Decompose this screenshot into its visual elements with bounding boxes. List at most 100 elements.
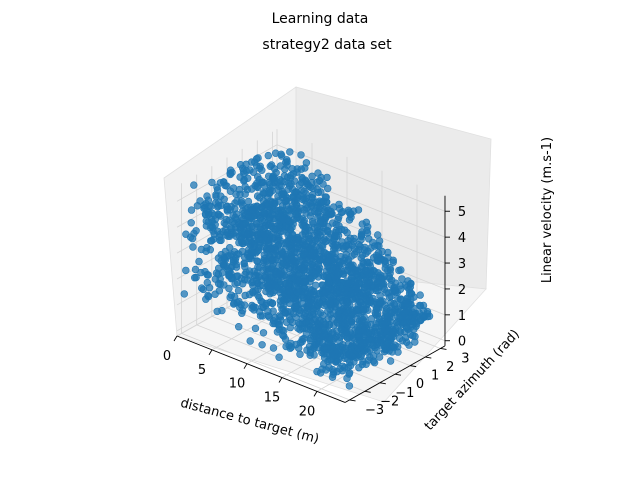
scatter-point [217, 257, 225, 265]
scatter-point [222, 215, 231, 224]
grid-line-y-floor [181, 333, 350, 401]
scatter-point [276, 206, 285, 214]
scatter-point [246, 337, 254, 345]
scatter-point [195, 257, 203, 266]
scatter-point [305, 299, 313, 307]
scatter-point [292, 201, 301, 209]
scatter-point [303, 346, 311, 354]
x-tick [278, 377, 283, 383]
scatter-point [301, 309, 310, 317]
scatter-point [182, 230, 190, 238]
scatter-point [381, 264, 389, 272]
scatter-point [324, 262, 332, 271]
scatter-point [269, 260, 277, 268]
scatter-point [208, 178, 216, 187]
scatter-point [375, 353, 384, 361]
scatter-point [191, 265, 200, 274]
scatter-point [357, 235, 365, 244]
scatter-point [226, 293, 234, 302]
scatter-point [273, 328, 282, 336]
x-tick [208, 349, 213, 356]
scatter-point [395, 266, 403, 275]
x-tick-label: 5 [198, 363, 206, 378]
scatter-point [189, 243, 197, 251]
scatter-point [203, 278, 212, 287]
scatter-point [259, 329, 268, 337]
scatter-point [275, 353, 283, 361]
scatter-point [289, 193, 297, 201]
scatter-point [272, 149, 280, 157]
scatter-point [324, 184, 332, 193]
grid-line-z-back [276, 144, 446, 212]
scatter-point [301, 285, 309, 293]
scatter-point [333, 272, 341, 280]
scatter-point [251, 324, 260, 333]
scatter-point [207, 237, 215, 245]
scatter-point [308, 274, 316, 282]
x-tick-label: 0 [163, 349, 171, 364]
scatter-point [306, 351, 314, 359]
scatter-point [382, 289, 390, 297]
z-tick-label: 1 [458, 309, 466, 324]
scatter-point [282, 158, 290, 167]
scatter-point [285, 207, 294, 215]
scatter-point [295, 344, 303, 352]
scatter-point [320, 301, 328, 309]
x-tick-label: 10 [229, 377, 246, 392]
y-tick-label: −3 [365, 403, 384, 418]
scatter-point [297, 151, 305, 159]
scatter-point [365, 235, 373, 243]
z-tick-label: 0 [458, 335, 466, 350]
scatter-point [302, 209, 310, 217]
scatter-point [345, 208, 353, 216]
scatter-point [309, 307, 317, 315]
scatter-point [268, 299, 277, 308]
scatter-point [236, 161, 245, 169]
scatter-point [324, 227, 332, 236]
scatter-point [280, 172, 289, 180]
x-tick-label: 15 [264, 391, 281, 406]
scatter-point [193, 202, 202, 210]
scatter-point [269, 344, 278, 352]
scatter-point [182, 266, 190, 275]
y-tick-label: −1 [395, 386, 414, 401]
scatter-point [254, 183, 262, 192]
scatter-point [198, 284, 206, 292]
scatter-point [225, 284, 233, 293]
scatter-point [263, 244, 271, 253]
scatter-point [232, 232, 240, 240]
x-tick [313, 391, 318, 397]
scatter-point [278, 305, 286, 313]
scatter-point [398, 275, 406, 283]
scatter-point [204, 271, 212, 279]
scatter-point [298, 337, 306, 346]
scatter-point [237, 199, 245, 207]
scatter-point [335, 213, 343, 222]
scatter-point [223, 228, 232, 237]
y-tick [379, 382, 386, 385]
x-tick [173, 335, 178, 342]
z-tick-label: 4 [458, 231, 466, 246]
scatter-point [350, 250, 359, 259]
scatter-point [190, 181, 198, 189]
z-tick-label: 2 [458, 283, 466, 298]
scatter-point [248, 304, 256, 312]
scatter-point [215, 287, 224, 295]
scatter-point [386, 357, 395, 365]
scatter-point [244, 197, 253, 206]
scatter-point [241, 276, 249, 284]
scatter-point [180, 290, 189, 298]
scatter-point [269, 319, 277, 328]
scatter-point [261, 189, 269, 197]
scatter-point [394, 295, 402, 303]
scatter-point [238, 306, 247, 315]
scatter-point [259, 178, 267, 186]
scatter-point [362, 295, 370, 304]
scatter-point [337, 325, 345, 333]
scatter-point [358, 220, 366, 228]
y-tick [440, 348, 447, 350]
scatter-point [231, 280, 239, 288]
scatter-point [416, 291, 424, 299]
scatter-point [345, 382, 354, 390]
